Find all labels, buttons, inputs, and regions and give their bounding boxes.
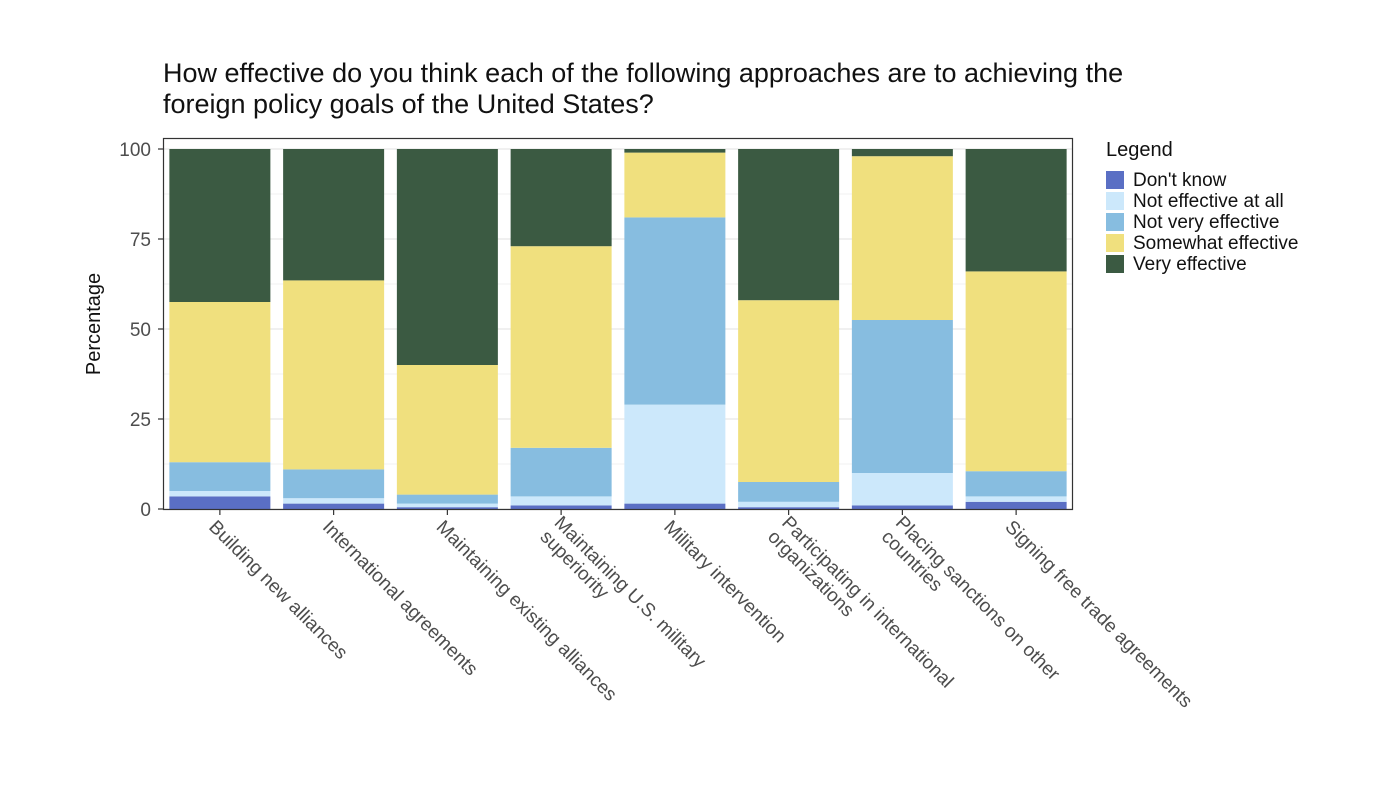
x-tick-label-signing-free-trade-agreements: Signing free trade agreements (1001, 517, 1197, 713)
bar-segment-somewhat-effective-maintaining-existing-alliances (396, 365, 498, 495)
bar-segment-very-effective-building-new-alliances (169, 149, 271, 302)
legend-swatch-not-effective-at-all (1106, 192, 1124, 210)
bar-segment-don-t-know-building-new-alliances (169, 496, 271, 509)
bar-segment-not-very-effective-signing-free-trade-agreements (965, 471, 1067, 497)
bar-segment-not-effective-at-all-maintaining-u-s-military-superiority (510, 496, 612, 506)
bar-segment-somewhat-effective-participating-in-international-organizations (738, 300, 840, 482)
bar-segment-very-effective-military-intervention (624, 149, 726, 153)
bar-segment-very-effective-participating-in-international-organizations (738, 149, 840, 301)
bar-segment-don-t-know-maintaining-existing-alliances (396, 507, 498, 509)
chart-title: How effective do you think each of the f… (163, 58, 1313, 120)
legend-swatch-not-very-effective (1106, 213, 1124, 231)
bar-segment-not-effective-at-all-maintaining-existing-alliances (396, 503, 498, 508)
bar-segment-somewhat-effective-building-new-alliances (169, 302, 271, 463)
bar-segment-somewhat-effective-international-agreements (283, 280, 385, 470)
legend-swatch-very-effective (1106, 255, 1124, 273)
legend-label-not-very-effective: Not very effective (1133, 212, 1279, 233)
bar-segment-not-effective-at-all-building-new-alliances (169, 491, 271, 497)
chart-title-line-2: foreign policy goals of the United State… (163, 89, 654, 119)
legend-label-somewhat-effective: Somewhat effective (1133, 233, 1298, 254)
bar-segment-not-very-effective-international-agreements (283, 469, 385, 499)
plot-border (162, 137, 1074, 511)
bar-segment-not-very-effective-building-new-alliances (169, 462, 271, 491)
y-tick-label: 0 (140, 500, 151, 521)
bar-segment-somewhat-effective-signing-free-trade-agreements (965, 271, 1067, 472)
y-tick-label: 50 (130, 320, 151, 341)
chart-title-line-1: How effective do you think each of the f… (163, 58, 1124, 88)
bar-segment-not-very-effective-military-intervention (624, 217, 726, 405)
legend-swatch-don-t-know (1106, 171, 1124, 189)
bar-segment-very-effective-placing-sanctions-on-other-countries (851, 149, 953, 157)
x-tick-label-line: Signing free trade agreements (1001, 517, 1197, 713)
bar-segment-not-effective-at-all-placing-sanctions-on-other-countries (851, 473, 953, 506)
y-tick-label: 75 (130, 230, 151, 251)
legend-label-not-effective-at-all: Not effective at all (1133, 191, 1284, 212)
bar-segment-don-t-know-participating-in-international-organizations (738, 507, 840, 509)
legend-label-don-t-know: Don't know (1133, 170, 1227, 191)
bar-segment-don-t-know-placing-sanctions-on-other-countries (851, 505, 953, 509)
bar-segment-not-very-effective-maintaining-existing-alliances (396, 494, 498, 504)
legend-label-very-effective: Very effective (1133, 254, 1247, 275)
bar-segment-don-t-know-international-agreements (283, 503, 385, 509)
bar-segment-very-effective-maintaining-existing-alliances (396, 149, 498, 365)
bar-segment-somewhat-effective-placing-sanctions-on-other-countries (851, 156, 953, 320)
bar-segment-not-very-effective-placing-sanctions-on-other-countries (851, 320, 953, 473)
bar-segment-not-effective-at-all-military-intervention (624, 404, 726, 504)
bar-segment-not-effective-at-all-participating-in-international-organizations (738, 501, 840, 508)
bar-segment-somewhat-effective-military-intervention (624, 152, 726, 218)
bar-segment-not-effective-at-all-international-agreements (283, 498, 385, 504)
legend-title: Legend (1106, 139, 1173, 161)
bar-segment-not-effective-at-all-signing-free-trade-agreements (965, 496, 1067, 502)
y-axis-title: Percentage (83, 273, 105, 375)
bar-segment-very-effective-maintaining-u-s-military-superiority (510, 149, 612, 247)
bar-segment-don-t-know-signing-free-trade-agreements (965, 501, 1067, 509)
bar-segment-don-t-know-maintaining-u-s-military-superiority (510, 505, 612, 509)
bar-segment-very-effective-signing-free-trade-agreements (965, 149, 1067, 272)
bar-segment-not-very-effective-maintaining-u-s-military-superiority (510, 447, 612, 497)
bar-segment-don-t-know-military-intervention (624, 503, 726, 509)
y-tick-label: 25 (130, 410, 151, 431)
bar-segment-very-effective-international-agreements (283, 149, 385, 281)
bar-segment-not-very-effective-participating-in-international-organizations (738, 482, 840, 502)
bar-segment-somewhat-effective-maintaining-u-s-military-superiority (510, 246, 612, 448)
legend-swatch-somewhat-effective (1106, 234, 1124, 252)
y-tick-label: 100 (119, 140, 151, 161)
